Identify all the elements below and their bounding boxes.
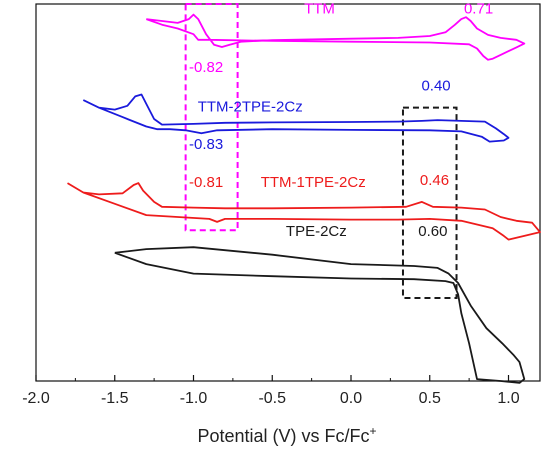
series-line-1 — [145, 13, 526, 61]
series-line-4 — [114, 246, 526, 384]
annotation-label: 0.71 — [464, 0, 493, 17]
series-line-3 — [67, 182, 541, 241]
x-tick-label: 0.5 — [419, 390, 441, 407]
x-axis-title: Potential (V) vs Fc/Fc+ — [197, 424, 376, 446]
annotation-label: TTM — [304, 0, 335, 17]
annotation-label: TTM-2TPE-2Cz — [198, 98, 303, 115]
annotation-label: -0.82 — [189, 59, 223, 76]
highlight-box-2 — [401, 106, 458, 300]
x-tick-label: 0.0 — [340, 390, 362, 407]
highlight-boxes — [184, 3, 458, 300]
x-tick-label: 1.0 — [497, 390, 519, 407]
plot-frame — [35, 3, 541, 382]
annotation-label: TPE-2Cz — [286, 223, 347, 240]
annotation-label: 0.46 — [420, 172, 449, 189]
annotation-label: 0.40 — [421, 78, 450, 95]
highlight-box-1 — [184, 3, 239, 232]
x-tick-label: -1.0 — [180, 390, 208, 407]
series-line-2 — [82, 93, 510, 143]
x-tick-label: -2.0 — [22, 390, 50, 407]
annotation-label: 0.60 — [418, 223, 447, 240]
series-group — [67, 13, 541, 384]
annotation-label: TTM-1TPE-2Cz — [261, 174, 366, 191]
x-tick-label: -0.5 — [258, 390, 286, 407]
annotation-label: -0.81 — [189, 174, 223, 191]
x-tick-label: -1.5 — [101, 390, 129, 407]
x-axis-ticks: -2.0 -1.5 -1.0 -0.5 0.0 0.5 1.0 — [22, 375, 520, 407]
annotation-label: -0.83 — [189, 136, 223, 153]
annotations-group: TTM 0.71 -0.82 TTM-2TPE-2Cz 0.40 -0.83 -0.81 TT… — [189, 0, 493, 239]
x-axis-title-superscript: + — [370, 424, 377, 438]
